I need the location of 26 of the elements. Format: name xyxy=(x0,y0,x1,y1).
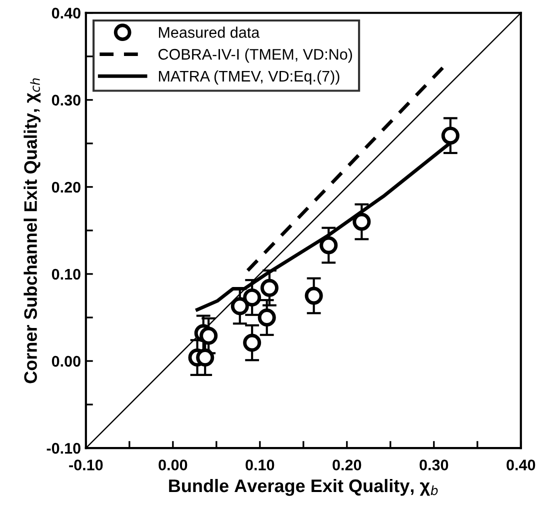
point xyxy=(441,126,460,145)
x-axis-title: Bundle Average Exit Quality, χ$_{b}$ xyxy=(169,478,438,496)
x-tick-label: 0.10 xyxy=(246,460,274,470)
point xyxy=(320,236,338,254)
legend-label: Measured data xyxy=(158,26,260,38)
x-tick-label: 0.00 xyxy=(158,460,188,470)
point xyxy=(230,297,249,316)
y-tick-label: 0.40 xyxy=(52,8,80,19)
x-tick-label: 0.30 xyxy=(420,460,448,470)
point xyxy=(243,288,262,306)
x-tick-label: -0.10 xyxy=(69,460,103,470)
point xyxy=(352,212,371,231)
y-axis-title: Corner Subchannel Exit Quality, χ$_{ch}$ xyxy=(24,78,41,384)
point xyxy=(243,334,262,352)
y-tick-label: 0.00 xyxy=(52,356,80,367)
point xyxy=(260,278,278,297)
y-tick-label: -0.10 xyxy=(46,442,80,454)
legend-label: COBRA-IV-I (TMEM, VD:No) xyxy=(158,48,352,63)
y-tick-label: 0.30 xyxy=(52,94,80,106)
y-tick-label: 0.20 xyxy=(52,182,80,193)
x-tick-label: 0.20 xyxy=(332,460,362,470)
y-tick-label: 0.10 xyxy=(52,268,80,280)
x-tick-label: 0.40 xyxy=(506,460,536,470)
point xyxy=(258,308,276,327)
legend-label: MATRA (TMEV, VD:Eq.(7)) xyxy=(158,70,340,85)
point xyxy=(304,286,323,305)
